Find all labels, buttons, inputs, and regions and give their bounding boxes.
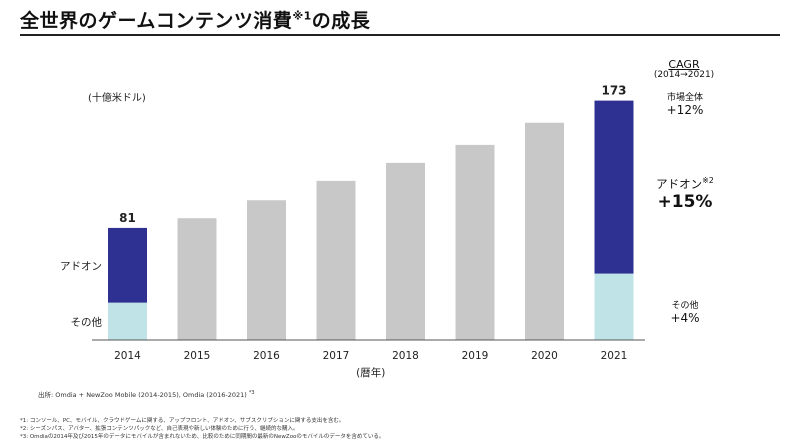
x-tick-2020: 2020: [531, 350, 558, 362]
x-tick-2021: 2021: [601, 350, 628, 362]
cagr-addon: アドオン※2 +15%: [630, 176, 740, 212]
x-tick-2014: 2014: [114, 350, 141, 362]
footnotes: *1: コンソール、PC、モバイル、クラウドゲームに関する、アップフロント、アド…: [20, 417, 384, 441]
x-tick-2019: 2019: [462, 350, 489, 362]
cagr-period: (2014→2021): [653, 70, 715, 80]
title-suffix: の成長: [311, 10, 371, 32]
cagr-other: その他 +4%: [630, 298, 740, 325]
cagr-other-value: +4%: [670, 311, 700, 325]
title-note-mark: ※1: [292, 9, 312, 23]
x-tick-2018: 2018: [392, 350, 419, 362]
cagr-addon-value: +15%: [657, 192, 713, 212]
footnote-2: *2: シーズンパス、アバター、拡張コンテンツパックなど、自己表現や新しい体験の…: [20, 426, 299, 432]
bar-total-2018: [386, 162, 425, 340]
bar-total-2020: [525, 122, 564, 341]
bar-other-2021: [594, 273, 634, 340]
footnote-3: *3: Omdiaの2014年及び2015年のデータにモバイルが含まれないため、…: [20, 434, 385, 440]
cagr-total-value: +12%: [666, 103, 704, 117]
cagr-other-label: その他: [671, 301, 699, 311]
data-label-2021: 173: [601, 84, 626, 98]
bar-total-2016: [247, 200, 286, 340]
bar-addon-2014: [108, 227, 147, 303]
source-note: 出所: Omdia + NewZoo Mobile (2014-2015), O…: [38, 389, 255, 399]
cagr-addon-note: ※2: [702, 176, 714, 186]
title-text: 全世界のゲームコンテンツ消費: [20, 10, 293, 32]
cagr-total-label: 市場全体: [666, 93, 703, 103]
data-label-2014: 81: [119, 211, 136, 225]
x-axis-title: (暦年): [356, 366, 385, 379]
cagr-addon-label: アドオン※2: [630, 176, 740, 192]
bar-other-2014: [108, 302, 147, 340]
footnote-1: *1: コンソール、PC、モバイル、クラウドゲームに関する、アップフロント、アド…: [20, 418, 345, 424]
x-tick-2015: 2015: [184, 350, 211, 362]
y-unit-label: (十億米ドル): [88, 93, 146, 104]
bar-addon-2021: [594, 100, 634, 274]
cagr-title: CAGR: [668, 58, 700, 71]
x-tick-2017: 2017: [323, 350, 350, 362]
bar-total-2019: [455, 144, 495, 340]
segment-label-other: その他: [71, 315, 103, 328]
source-text: 出所: Omdia + NewZoo Mobile (2014-2015), O…: [38, 391, 247, 399]
cagr-addon-label-text: アドオン: [656, 177, 703, 191]
bar-total-2015: [177, 218, 217, 340]
cagr-total: 市場全体 +12%: [630, 90, 740, 117]
page-title: 全世界のゲームコンテンツ消費※1の成長: [20, 6, 370, 33]
segment-label-addon: アドオン: [60, 260, 102, 272]
bar-total-2017: [316, 180, 356, 340]
title-divider: [20, 34, 780, 36]
x-tick-2016: 2016: [253, 350, 280, 362]
source-note-mark: *3: [248, 389, 255, 396]
